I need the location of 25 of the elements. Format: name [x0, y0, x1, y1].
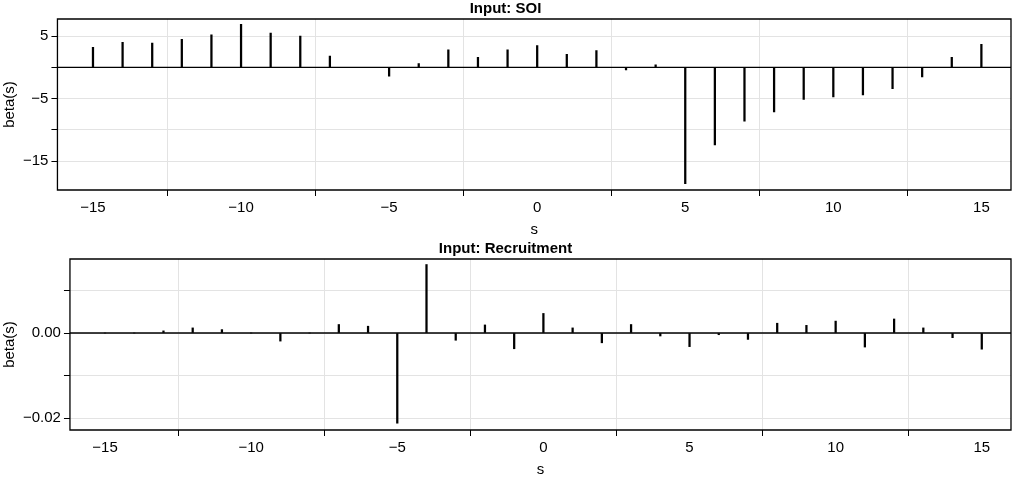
x-tick-label: −5	[380, 198, 398, 216]
y-tick-label: −15	[22, 151, 49, 169]
x-tick-label: 15	[973, 438, 991, 456]
x-tick-label: 10	[824, 198, 842, 216]
x-tick-label: 5	[685, 438, 694, 456]
x-tick-label: 0	[533, 198, 542, 216]
chart-title: Input: Recruitment	[438, 239, 573, 257]
y-tick-label: 5	[40, 26, 49, 44]
x-tick-label: −10	[238, 438, 264, 456]
y-tick-label: −0.02	[22, 408, 61, 426]
y-tick-label: 0.00	[31, 323, 61, 341]
y-axis-title: beta(s)	[0, 81, 18, 128]
chart-title: Input: SOI	[469, 0, 542, 17]
x-tick-label: 5	[681, 198, 690, 216]
x-axis-title: s	[530, 220, 538, 238]
x-tick-label: −15	[92, 438, 118, 456]
y-tick-label: −5	[31, 88, 49, 106]
x-axis-title: s	[536, 460, 545, 478]
x-tick-label: −10	[228, 198, 254, 216]
x-tick-label: 10	[827, 438, 844, 456]
x-tick-label: 15	[973, 198, 990, 216]
x-tick-label: −15	[80, 198, 106, 216]
y-axis-title: beta(s)	[0, 321, 18, 368]
x-tick-label: −5	[388, 438, 406, 456]
x-tick-label: 0	[539, 438, 548, 456]
